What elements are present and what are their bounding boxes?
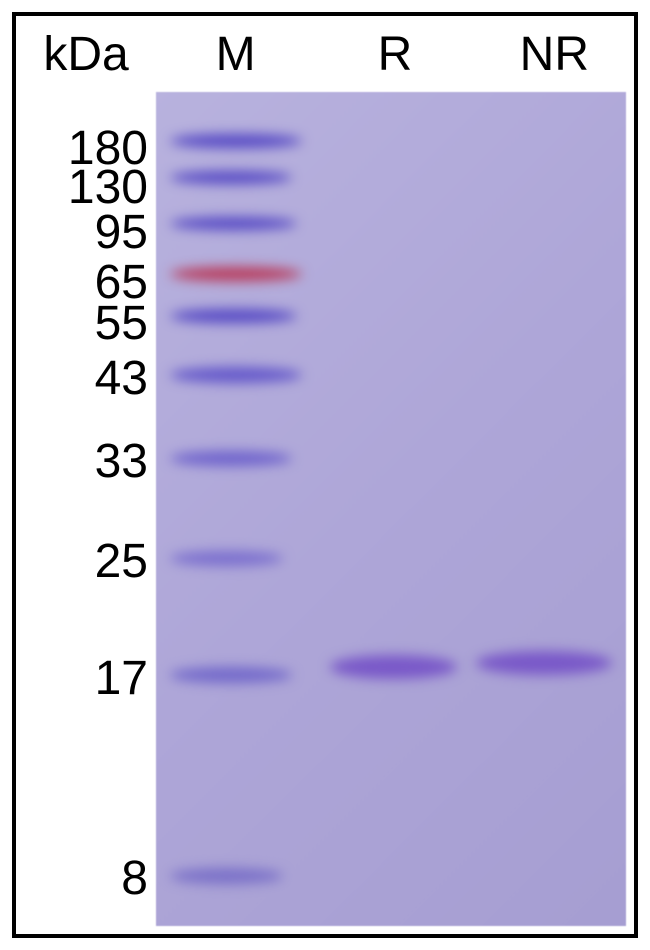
gel-image-frame: kDa M R NR 180130956555433325178	[12, 12, 638, 938]
lane-nonreduced-label: NR	[475, 16, 634, 92]
mw-label-17: 17	[95, 651, 148, 706]
mw-label-33: 33	[95, 434, 148, 489]
mw-label-43: 43	[95, 351, 148, 406]
marker-band-5	[170, 367, 302, 383]
lane-reduced-label: R	[315, 16, 474, 92]
mw-label-8: 8	[121, 851, 148, 906]
sample-band-nonreduced	[476, 651, 612, 675]
mw-label-55: 55	[95, 296, 148, 351]
mw-labels-column: 180130956555433325178	[16, 92, 156, 926]
gel-lane-area	[156, 92, 626, 926]
marker-band-8	[170, 667, 292, 683]
marker-band-2	[170, 217, 297, 230]
marker-band-1	[170, 171, 292, 184]
marker-band-3	[170, 267, 302, 281]
lane-marker-label: M	[156, 16, 315, 92]
marker-band-0	[170, 134, 302, 148]
mw-label-25: 25	[95, 534, 148, 589]
marker-band-9	[170, 868, 283, 884]
mw-label-95: 95	[95, 205, 148, 260]
marker-band-4	[170, 309, 297, 323]
marker-band-7	[170, 551, 283, 566]
marker-band-6	[170, 451, 292, 466]
sample-band-reduced	[330, 655, 457, 679]
units-label: kDa	[16, 16, 156, 92]
lane-labels-row: kDa M R NR	[16, 16, 634, 92]
